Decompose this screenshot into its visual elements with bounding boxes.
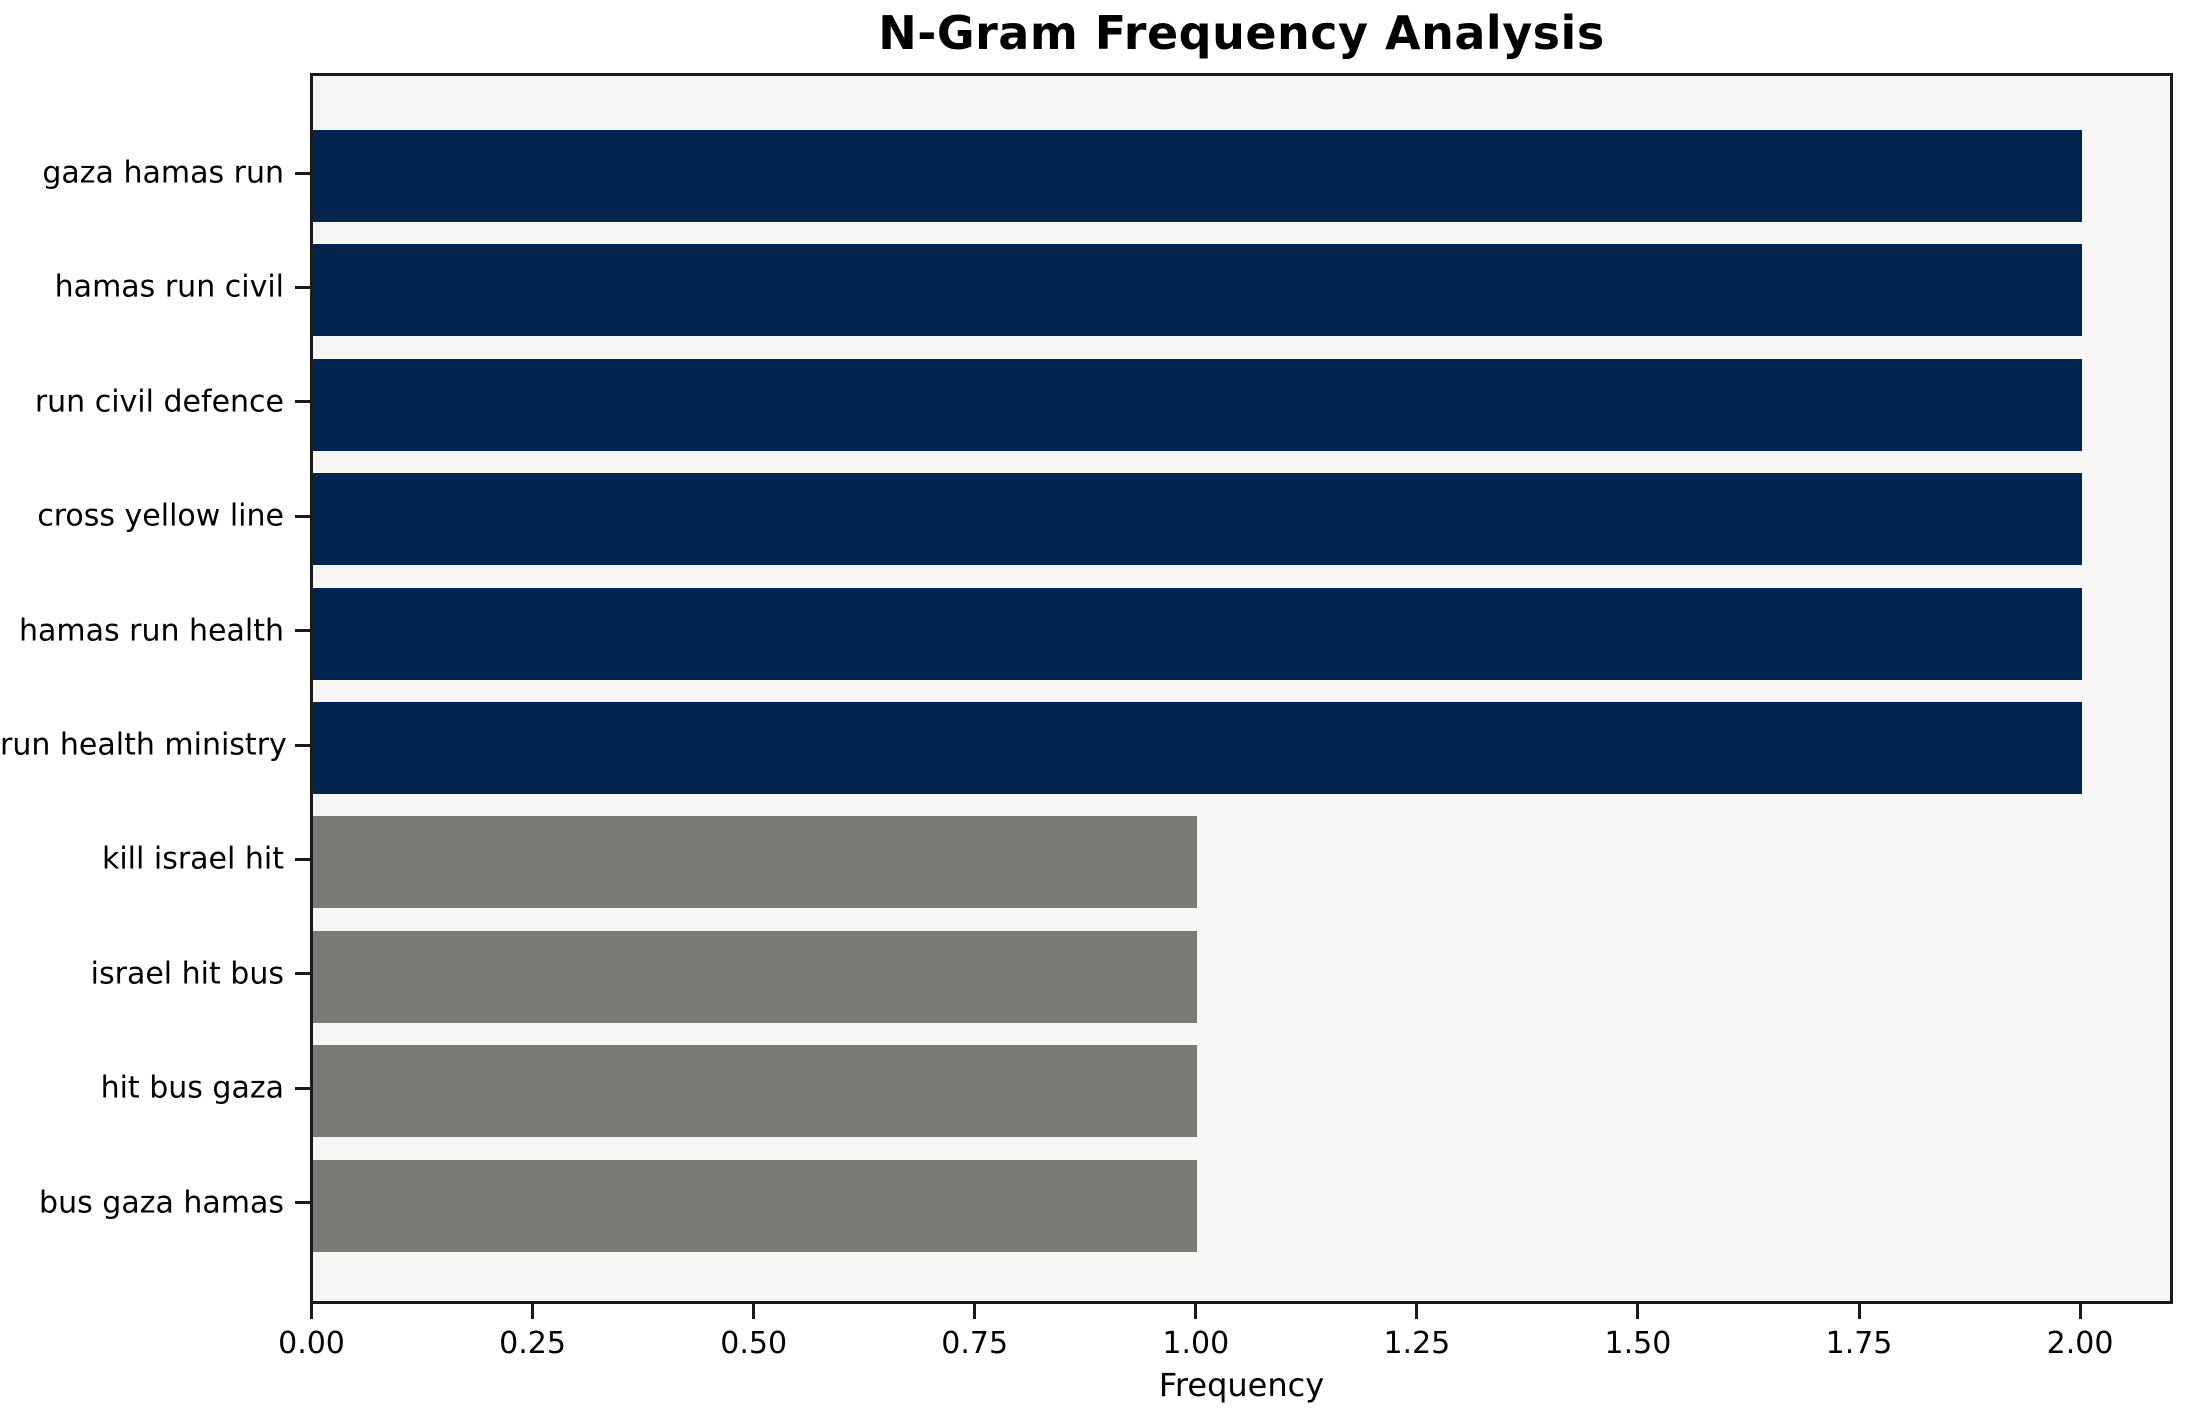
x-tick-label-0.00: 0.00 [278, 1326, 345, 1361]
y-tick-label-hamas-run-health: hamas run health [18, 613, 284, 649]
bar-hit-bus-gaza [313, 1045, 1198, 1138]
y-tick-mark [295, 400, 310, 404]
x-tick-mark [973, 1304, 977, 1319]
bar-hamas-run-health [313, 587, 2082, 680]
x-tick-mark [1636, 1304, 1640, 1319]
y-tick-mark [295, 1086, 310, 1090]
x-tick-label-2.00: 2.00 [2046, 1326, 2114, 1361]
chart-title: N-Gram Frequency Analysis [878, 6, 1605, 60]
y-tick-label-hamas-run-civil: hamas run civil [54, 269, 284, 305]
x-tick-label-0.25: 0.25 [499, 1326, 566, 1361]
x-tick-label-0.75: 0.75 [941, 1326, 1009, 1361]
bar-run-health-ministry [313, 702, 2082, 794]
y-tick-mark [295, 514, 310, 518]
x-axis-label: Frequency [1158, 1366, 1325, 1404]
bar-kill-israel-hit [313, 816, 1198, 909]
x-tick-label-1.00: 1.00 [1162, 1326, 1230, 1361]
y-tick-label-run-civil-defence: run civil defence [34, 384, 284, 420]
y-tick-label-hit-bus-gaza: hit bus gaza [100, 1070, 284, 1106]
bar-israel-hit-bus [313, 930, 1198, 1023]
x-tick-label-0.50: 0.50 [720, 1326, 788, 1361]
y-tick-mark [295, 629, 310, 633]
bar-gaza-hamas-run [313, 130, 2082, 222]
x-tick-mark [2078, 1304, 2082, 1319]
x-tick-label-1.50: 1.50 [1604, 1326, 1672, 1361]
y-tick-mark [295, 972, 310, 976]
bar-bus-gaza-hamas [313, 1159, 1198, 1252]
y-tick-mark [295, 285, 310, 289]
bar-run-civil-defence [313, 358, 2082, 451]
y-tick-label-israel-hit-bus: israel hit bus [90, 956, 284, 992]
y-tick-mark [295, 857, 310, 861]
y-tick-label-cross-yellow-line: cross yellow line [37, 498, 284, 534]
x-tick-label-1.25: 1.25 [1383, 1326, 1451, 1361]
y-tick-mark [295, 743, 310, 747]
y-tick-label-kill-israel-hit: kill israel hit [101, 841, 284, 877]
x-tick-mark [1415, 1304, 1419, 1319]
y-tick-label-run-health-ministry: run health ministry [0, 727, 287, 763]
x-tick-mark [531, 1304, 535, 1319]
bar-cross-yellow-line [313, 473, 2082, 566]
y-tick-mark [295, 171, 310, 175]
x-tick-mark [752, 1304, 756, 1319]
x-tick-mark [1194, 1304, 1198, 1319]
y-tick-label-bus-gaza-hamas: bus gaza hamas [39, 1185, 284, 1221]
x-tick-mark [1857, 1304, 1861, 1319]
y-tick-mark [295, 1201, 310, 1205]
y-tick-label-gaza-hamas-run: gaza hamas run [42, 155, 284, 191]
x-tick-label-1.75: 1.75 [1825, 1326, 1893, 1361]
bar-hamas-run-civil [313, 244, 2082, 337]
plot-area [310, 73, 2173, 1304]
x-tick-mark [310, 1304, 313, 1319]
